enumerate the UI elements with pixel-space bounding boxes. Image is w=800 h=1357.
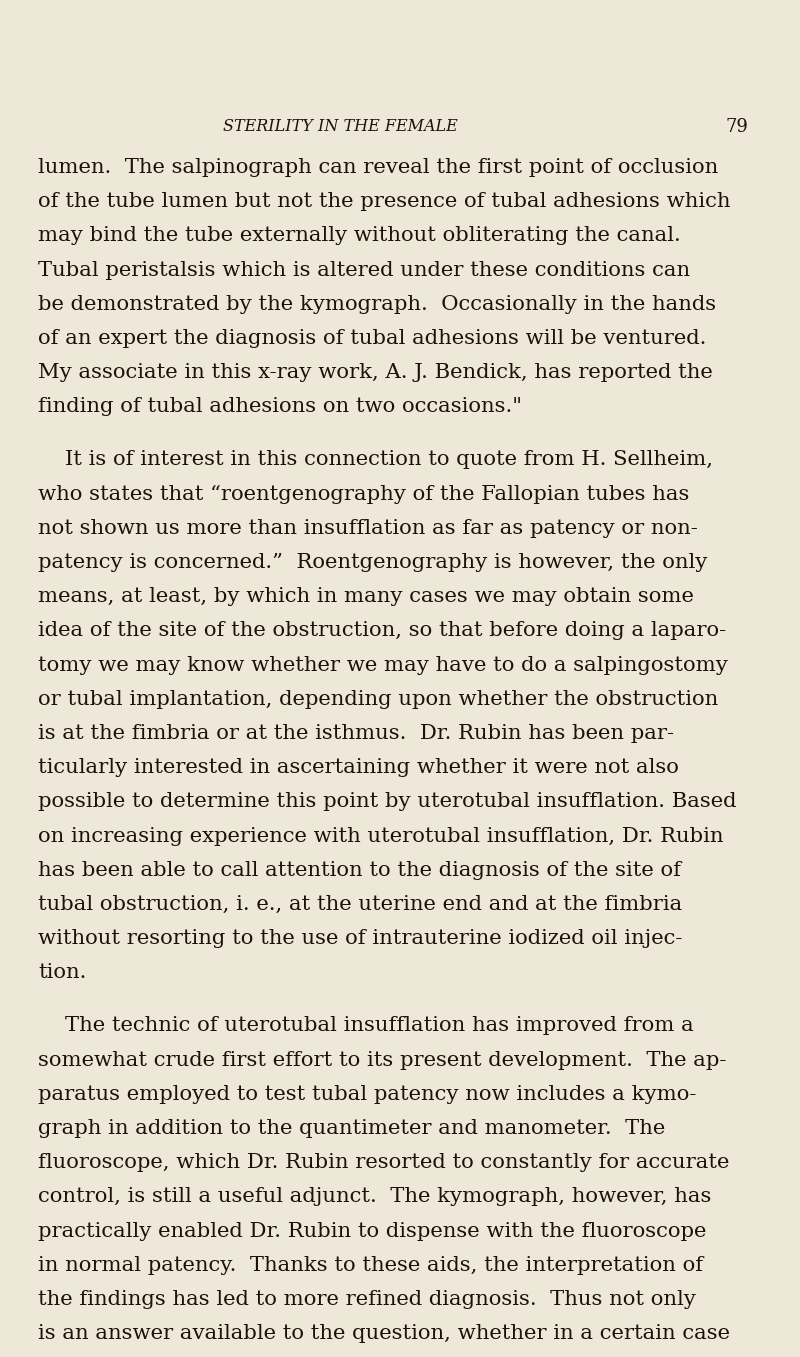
Text: means, at least, by which in many cases we may obtain some: means, at least, by which in many cases … [38, 588, 694, 607]
Text: idea of the site of the obstruction, so that before doing a laparo-: idea of the site of the obstruction, so … [38, 622, 726, 641]
Text: tion.: tion. [38, 963, 86, 982]
Text: paratus employed to test tubal patency now includes a kymo-: paratus employed to test tubal patency n… [38, 1084, 696, 1103]
Text: on increasing experience with uterotubal insufflation, Dr. Rubin: on increasing experience with uterotubal… [38, 826, 723, 845]
Text: is at the fimbria or at the isthmus.  Dr. Rubin has been par-: is at the fimbria or at the isthmus. Dr.… [38, 725, 674, 744]
Text: control, is still a useful adjunct.  The kymograph, however, has: control, is still a useful adjunct. The … [38, 1187, 711, 1206]
Text: practically enabled Dr. Rubin to dispense with the fluoroscope: practically enabled Dr. Rubin to dispens… [38, 1221, 706, 1240]
Text: Tubal peristalsis which is altered under these conditions can: Tubal peristalsis which is altered under… [38, 261, 690, 280]
Text: tubal obstruction, i. e., at the uterine end and at the fimbria: tubal obstruction, i. e., at the uterine… [38, 896, 682, 915]
Text: somewhat crude first effort to its present development.  The ap-: somewhat crude first effort to its prese… [38, 1050, 726, 1069]
Text: 79: 79 [725, 118, 748, 136]
Text: patency is concerned.”  Roentgenography is however, the only: patency is concerned.” Roentgenography i… [38, 554, 707, 573]
Text: in normal patency.  Thanks to these aids, the interpretation of: in normal patency. Thanks to these aids,… [38, 1255, 703, 1274]
Text: without resorting to the use of intrauterine iodized oil injec-: without resorting to the use of intraute… [38, 930, 682, 949]
Text: ticularly interested in ascertaining whether it were not also: ticularly interested in ascertaining whe… [38, 759, 679, 778]
Text: not shown us more than insufflation as far as patency or non-: not shown us more than insufflation as f… [38, 518, 698, 537]
Text: of an expert the diagnosis of tubal adhesions will be ventured.: of an expert the diagnosis of tubal adhe… [38, 328, 706, 347]
Text: fluoroscope, which Dr. Rubin resorted to constantly for accurate: fluoroscope, which Dr. Rubin resorted to… [38, 1153, 730, 1172]
Text: the findings has led to more refined diagnosis.  Thus not only: the findings has led to more refined dia… [38, 1291, 696, 1310]
Text: My associate in this x-ray work, A. J. Bendick, has reported the: My associate in this x-ray work, A. J. B… [38, 364, 713, 383]
Text: or tubal implantation, depending upon whether the obstruction: or tubal implantation, depending upon wh… [38, 689, 718, 708]
Text: lumen.  The salpinograph can reveal the first point of occlusion: lumen. The salpinograph can reveal the f… [38, 157, 718, 176]
Text: who states that “roentgenography of the Fallopian tubes has: who states that “roentgenography of the … [38, 484, 690, 503]
Text: of the tube lumen but not the presence of tubal adhesions which: of the tube lumen but not the presence o… [38, 193, 730, 212]
Text: be demonstrated by the kymograph.  Occasionally in the hands: be demonstrated by the kymograph. Occasi… [38, 294, 716, 313]
Text: The technic of uterotubal insufflation has improved from a: The technic of uterotubal insufflation h… [38, 1016, 694, 1035]
Text: graph in addition to the quantimeter and manometer.  The: graph in addition to the quantimeter and… [38, 1120, 666, 1139]
Text: possible to determine this point by uterotubal insufflation. Based: possible to determine this point by uter… [38, 792, 737, 811]
Text: STERILITY IN THE FEMALE: STERILITY IN THE FEMALE [222, 118, 458, 134]
Text: is an answer available to the question, whether in a certain case: is an answer available to the question, … [38, 1324, 730, 1343]
Text: may bind the tube externally without obliterating the canal.: may bind the tube externally without obl… [38, 227, 681, 246]
Text: finding of tubal adhesions on two occasions.": finding of tubal adhesions on two occasi… [38, 398, 522, 417]
Text: tomy we may know whether we may have to do a salpingostomy: tomy we may know whether we may have to … [38, 655, 728, 674]
Text: It is of interest in this connection to quote from H. Sellheim,: It is of interest in this connection to … [38, 451, 713, 470]
Text: has been able to call attention to the diagnosis of the site of: has been able to call attention to the d… [38, 860, 681, 879]
